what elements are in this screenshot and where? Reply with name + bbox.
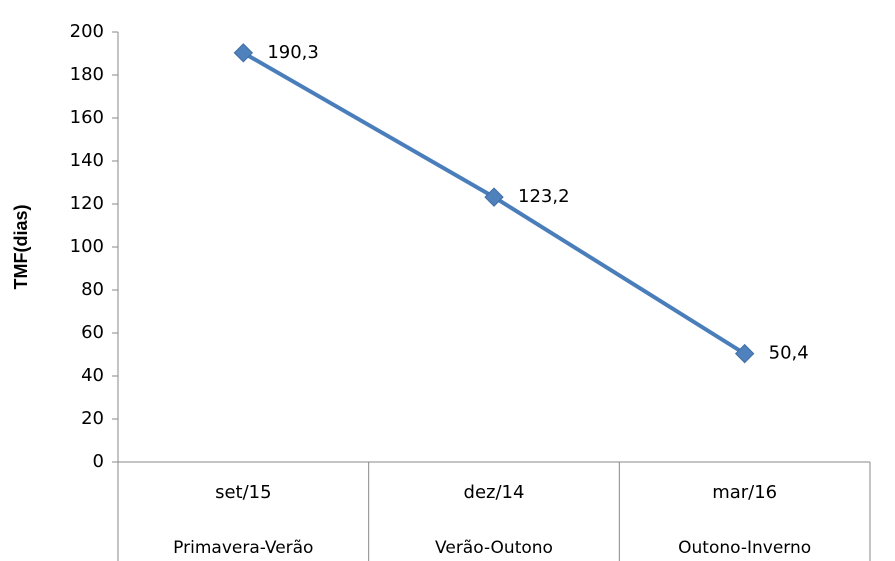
y-tick-label: 140 [70,150,104,171]
marker [233,43,254,63]
y-tick-label: 200 [70,21,104,42]
y-tick-label: 40 [81,365,104,386]
y-tick-label: 0 [93,451,104,472]
y-tick-label: 160 [70,107,104,128]
x-tick-label: set/15 [215,482,271,503]
x-group-label: Primavera-Verão [173,538,313,558]
data-label: 50,4 [769,343,809,364]
x-group-label: Verão-Outono [435,538,553,558]
y-tick-label: 80 [81,279,104,300]
marker [734,343,755,364]
x-group-label: Outono-Inverno [678,538,811,558]
x-tick-label: dez/14 [464,482,525,503]
y-tick-label: 100 [70,236,104,257]
y-tick-label: 60 [81,322,104,343]
y-tick-label: 20 [81,408,104,429]
data-label: 190,3 [267,42,319,63]
y-tick-label: 120 [70,193,104,214]
marker [484,187,504,207]
y-tick-label: 180 [70,64,104,85]
y-axis-title: TMF(dias) [11,205,31,290]
x-tick-label: mar/16 [712,482,777,503]
data-label: 123,2 [518,186,570,207]
